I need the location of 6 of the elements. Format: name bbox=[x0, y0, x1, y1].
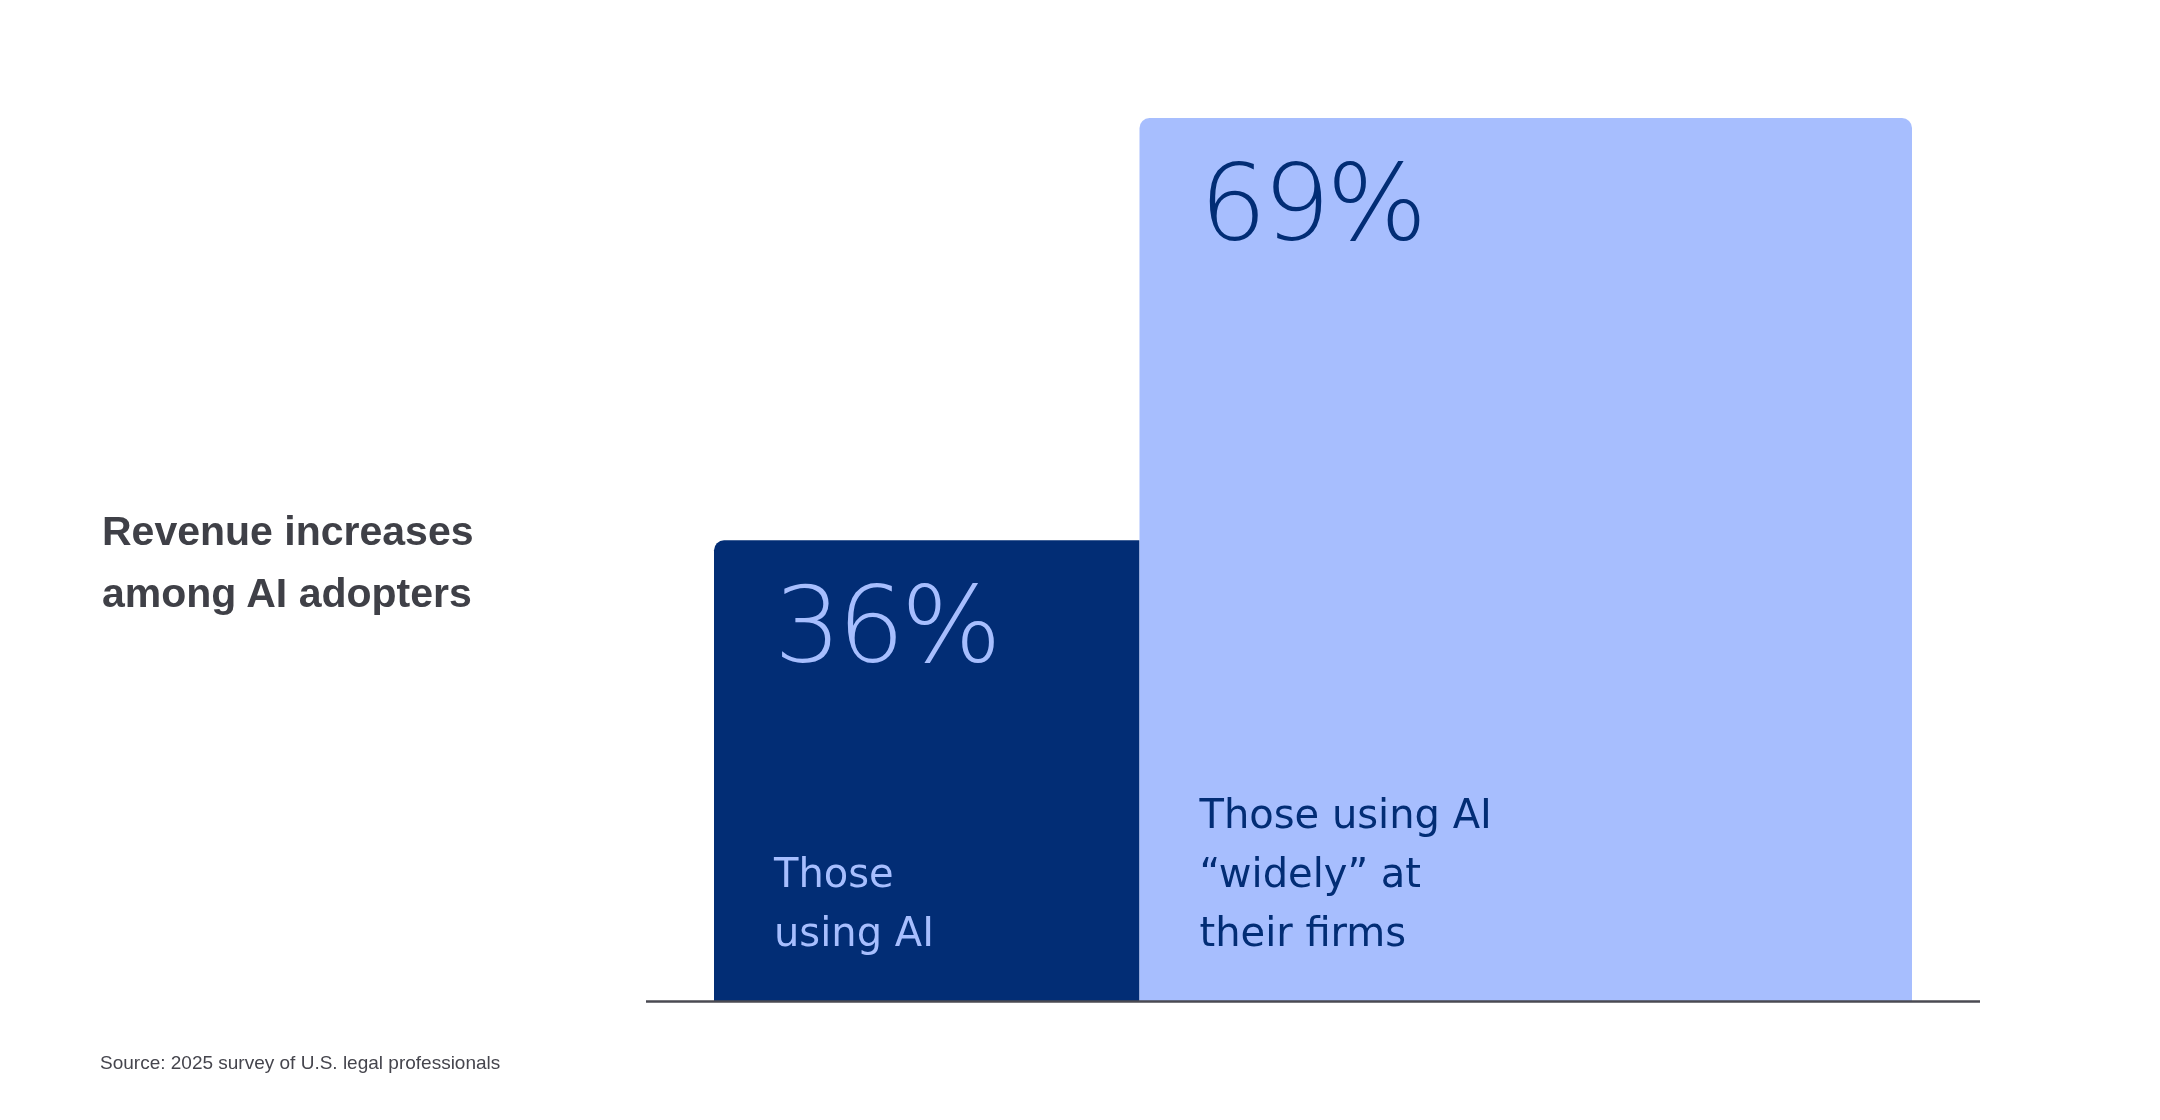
x-tick-label: Those using AI bbox=[773, 850, 934, 955]
source-note: Source: 2025 survey of U.S. legal professionals bbox=[100, 1052, 501, 1073]
data-label: 36% bbox=[774, 564, 998, 688]
text: Revenue increases among AI adopters bbox=[102, 508, 474, 616]
data-label: 69% bbox=[1199, 142, 1424, 265]
x-tick-label: Those using AI “widely” at their firms bbox=[1198, 791, 1492, 955]
